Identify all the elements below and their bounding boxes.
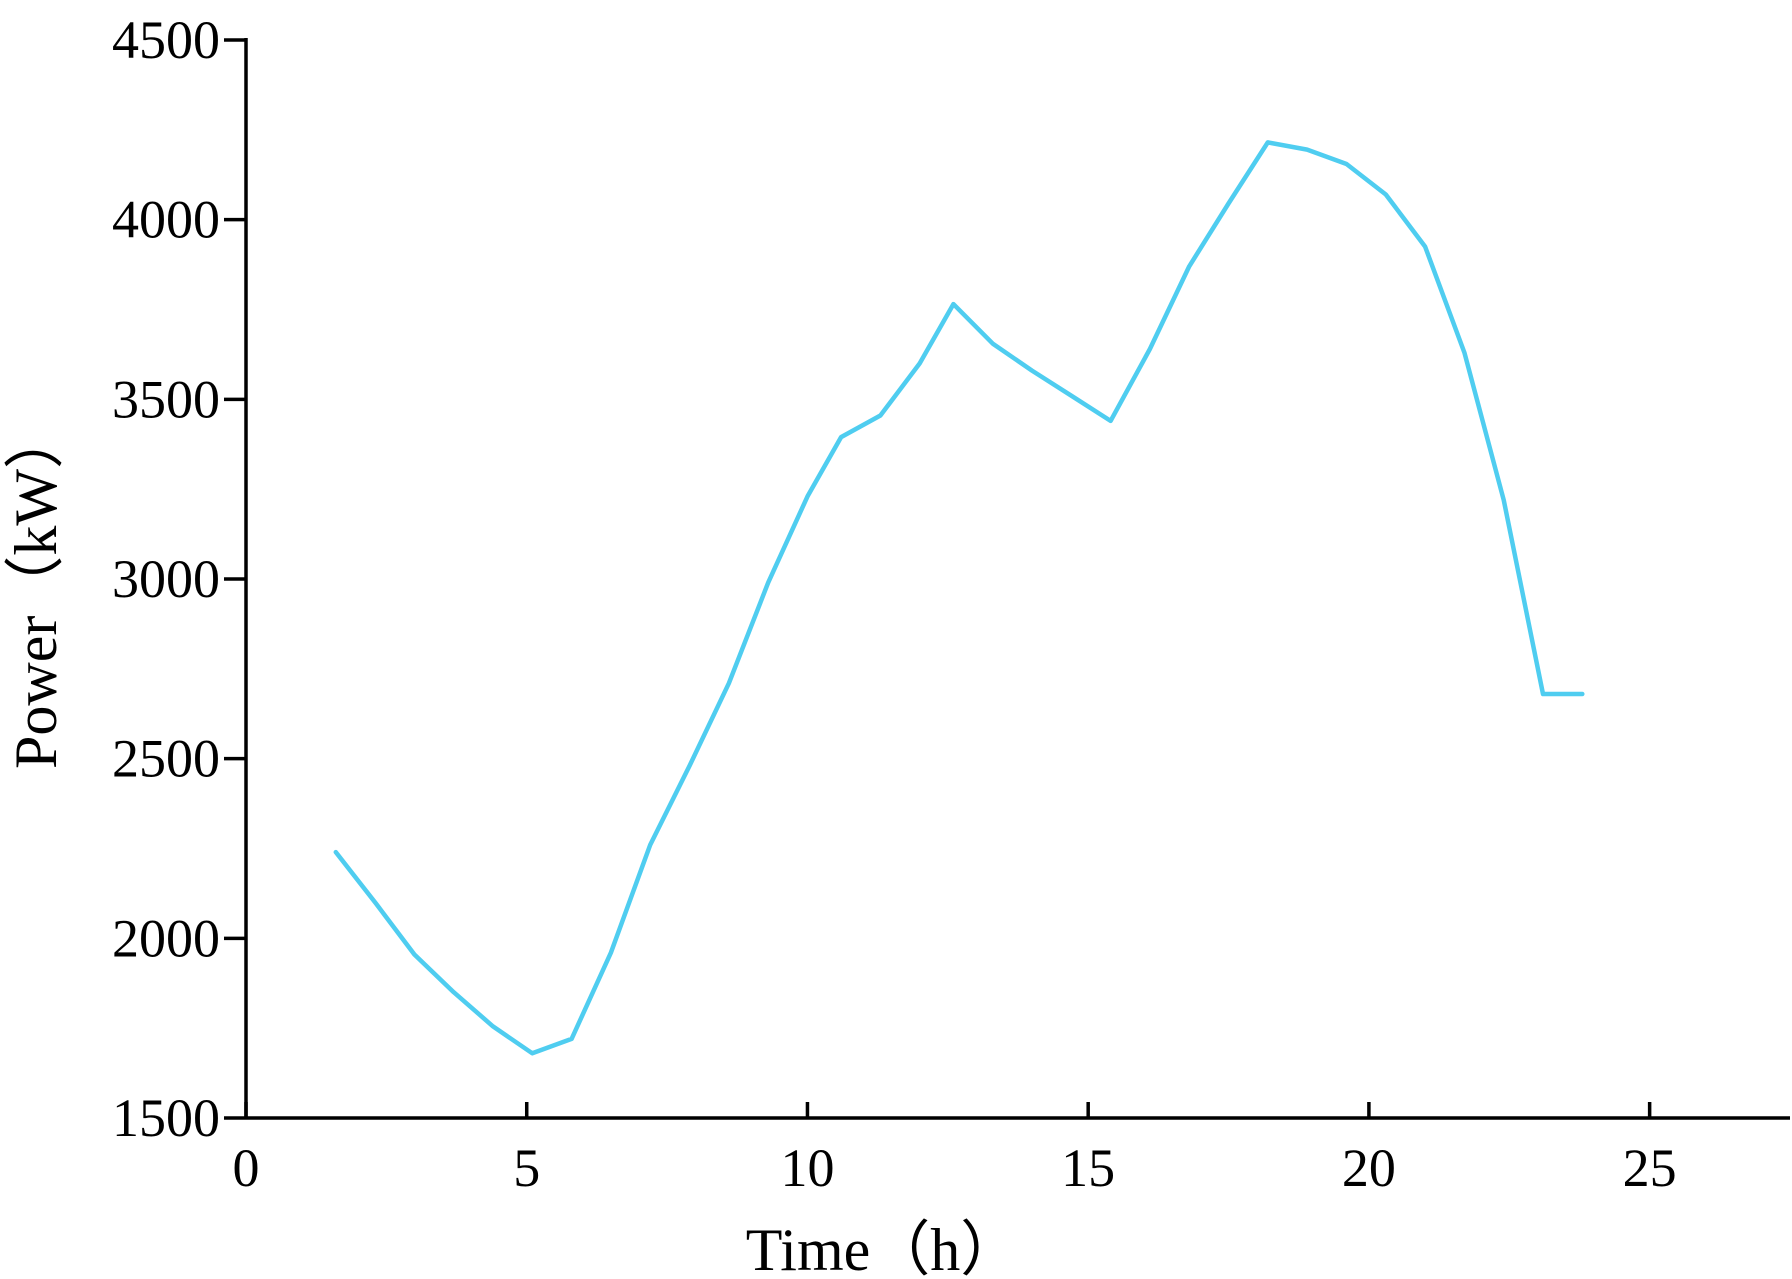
- y-ticks: 1500 2000 2500 3000 3500 4000 4500: [112, 10, 246, 1148]
- x-axis-title: Time（h）: [746, 1217, 1021, 1279]
- y-axis-title: Power（kW）: [3, 409, 69, 769]
- x-tick-label: 20: [1342, 1138, 1396, 1198]
- series-line-0: [333, 140, 1585, 1056]
- y-tick-label: 4500: [112, 10, 220, 70]
- y-tick-label: 4000: [112, 190, 220, 250]
- axes: [244, 38, 1790, 1120]
- x-ticks: 0 5 10 15 20 25: [233, 1102, 1677, 1198]
- x-tick-label: 10: [780, 1138, 834, 1198]
- y-tick-label: 3000: [112, 549, 220, 609]
- x-tick-label: 0: [233, 1138, 260, 1198]
- y-tick-label: 2000: [112, 908, 220, 968]
- x-tick-label: 25: [1623, 1138, 1677, 1198]
- y-tick-label: 2500: [112, 729, 220, 789]
- series-layer: [333, 140, 1585, 1056]
- y-tick-label: 1500: [112, 1088, 220, 1148]
- x-tick-label: 15: [1061, 1138, 1115, 1198]
- x-tick-label: 5: [513, 1138, 540, 1198]
- y-tick-label: 3500: [112, 369, 220, 429]
